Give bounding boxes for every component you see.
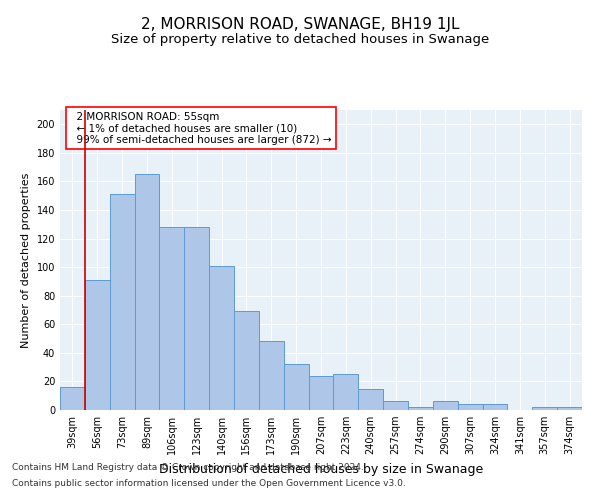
Bar [85, 280, 110, 410]
Text: Size of property relative to detached houses in Swanage: Size of property relative to detached ho… [111, 32, 489, 46]
X-axis label: Distribution of detached houses by size in Swanage: Distribution of detached houses by size … [159, 462, 483, 475]
Bar [184, 227, 209, 410]
Bar [532, 407, 557, 410]
Bar [408, 407, 433, 410]
Text: Contains public sector information licensed under the Open Government Licence v3: Contains public sector information licen… [12, 478, 406, 488]
Bar [482, 404, 508, 410]
Bar [110, 194, 134, 410]
Text: Contains HM Land Registry data © Crown copyright and database right 2024.: Contains HM Land Registry data © Crown c… [12, 464, 364, 472]
Bar [284, 364, 308, 410]
Bar [60, 387, 85, 410]
Text: 2, MORRISON ROAD, SWANAGE, BH19 1JL: 2, MORRISON ROAD, SWANAGE, BH19 1JL [141, 18, 459, 32]
Bar [557, 407, 582, 410]
Bar [134, 174, 160, 410]
Y-axis label: Number of detached properties: Number of detached properties [21, 172, 31, 348]
Bar [334, 374, 358, 410]
Bar [259, 342, 284, 410]
Bar [383, 402, 408, 410]
Bar [358, 388, 383, 410]
Bar [234, 312, 259, 410]
Bar [209, 266, 234, 410]
Bar [308, 376, 334, 410]
Bar [433, 402, 458, 410]
Text: 2 MORRISON ROAD: 55sqm
  ← 1% of detached houses are smaller (10)
  99% of semi-: 2 MORRISON ROAD: 55sqm ← 1% of detached … [70, 112, 332, 144]
Bar [458, 404, 482, 410]
Bar [160, 227, 184, 410]
